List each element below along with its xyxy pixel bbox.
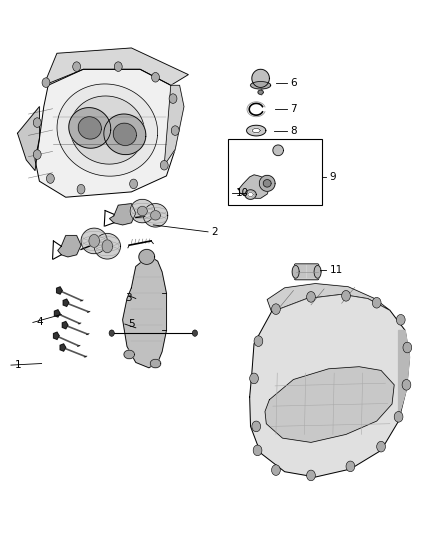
Circle shape	[372, 297, 381, 308]
Bar	[228, 139, 322, 205]
Circle shape	[171, 126, 179, 135]
Circle shape	[152, 72, 159, 82]
Circle shape	[169, 94, 177, 103]
Polygon shape	[138, 206, 147, 216]
Text: 4: 4	[36, 318, 43, 327]
Polygon shape	[124, 350, 134, 359]
Circle shape	[192, 330, 198, 336]
Polygon shape	[53, 332, 59, 340]
Polygon shape	[239, 175, 269, 198]
Polygon shape	[273, 145, 283, 156]
Polygon shape	[258, 90, 263, 94]
Circle shape	[396, 314, 405, 325]
Text: 2: 2	[212, 227, 218, 237]
Circle shape	[33, 118, 41, 127]
Circle shape	[346, 461, 355, 472]
Circle shape	[342, 290, 350, 301]
Polygon shape	[139, 249, 155, 264]
Circle shape	[46, 174, 54, 183]
Polygon shape	[54, 310, 60, 317]
Polygon shape	[247, 125, 266, 136]
Polygon shape	[314, 265, 321, 278]
Polygon shape	[35, 69, 180, 197]
Polygon shape	[292, 265, 299, 278]
Text: 11: 11	[330, 265, 343, 275]
Polygon shape	[248, 192, 253, 197]
Circle shape	[252, 421, 261, 432]
Text: 7: 7	[290, 104, 297, 114]
Polygon shape	[70, 96, 145, 164]
Circle shape	[33, 150, 41, 159]
Polygon shape	[102, 240, 113, 253]
Polygon shape	[57, 287, 62, 294]
Polygon shape	[123, 256, 166, 368]
Polygon shape	[252, 128, 260, 133]
Circle shape	[77, 184, 85, 194]
Text: 6: 6	[290, 78, 297, 87]
Polygon shape	[78, 117, 101, 139]
Circle shape	[42, 78, 50, 87]
Circle shape	[253, 445, 262, 456]
Text: 5: 5	[128, 319, 135, 329]
Text: 8: 8	[290, 126, 297, 135]
Polygon shape	[113, 123, 136, 146]
Text: 9: 9	[330, 172, 336, 182]
Circle shape	[307, 292, 315, 302]
Circle shape	[272, 465, 280, 475]
Polygon shape	[265, 367, 394, 442]
FancyBboxPatch shape	[294, 264, 319, 280]
Polygon shape	[69, 108, 111, 148]
Polygon shape	[94, 233, 120, 259]
Polygon shape	[104, 114, 146, 155]
Circle shape	[130, 179, 138, 189]
Circle shape	[160, 160, 168, 170]
Circle shape	[73, 62, 81, 71]
Polygon shape	[63, 299, 69, 306]
Circle shape	[394, 411, 403, 422]
Polygon shape	[259, 175, 275, 191]
Circle shape	[272, 304, 280, 314]
Polygon shape	[267, 284, 390, 312]
Polygon shape	[130, 199, 155, 223]
Polygon shape	[81, 228, 107, 254]
Polygon shape	[62, 321, 68, 329]
Polygon shape	[150, 359, 161, 368]
Circle shape	[377, 441, 385, 452]
Circle shape	[109, 330, 114, 336]
Polygon shape	[18, 107, 39, 171]
Polygon shape	[252, 69, 269, 87]
Text: 1: 1	[14, 360, 21, 370]
Polygon shape	[44, 48, 188, 85]
Polygon shape	[251, 82, 271, 89]
Polygon shape	[164, 85, 184, 165]
Circle shape	[114, 62, 122, 71]
Polygon shape	[58, 236, 81, 257]
Polygon shape	[245, 190, 256, 199]
Text: 3: 3	[126, 294, 132, 303]
Polygon shape	[57, 84, 158, 176]
Polygon shape	[250, 294, 410, 477]
Circle shape	[254, 336, 263, 346]
Circle shape	[402, 379, 411, 390]
Polygon shape	[263, 180, 271, 187]
Polygon shape	[143, 204, 168, 227]
Circle shape	[403, 342, 412, 353]
Polygon shape	[151, 211, 160, 220]
Polygon shape	[110, 204, 136, 225]
Circle shape	[250, 373, 258, 384]
Polygon shape	[89, 235, 99, 247]
Text: 10: 10	[236, 188, 249, 198]
Circle shape	[307, 470, 315, 481]
Polygon shape	[60, 344, 66, 351]
Polygon shape	[399, 330, 410, 417]
